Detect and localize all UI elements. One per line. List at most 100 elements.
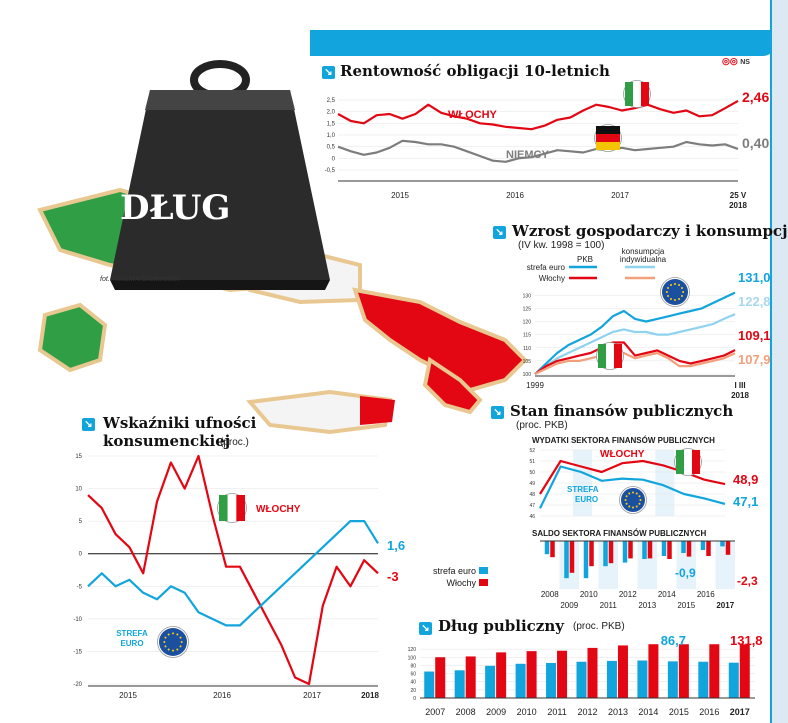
debt-chart: 120 100 80 60 40 20 0 2007 2008 2009 2010 2011 2012 2… (408, 635, 763, 717)
end-value: 107,9 (738, 352, 770, 367)
x-tick-label: 2010 (580, 590, 598, 599)
arrow-icon: ↘ (82, 418, 95, 431)
eu-star-icon (635, 492, 638, 495)
map-italy-boot (422, 356, 483, 415)
y-tick-label: 80 (410, 663, 416, 669)
photo-credit: fot. AlexLMX/Shutterstock (100, 276, 181, 283)
y-tick-label: 100 (523, 372, 532, 378)
band (598, 541, 618, 589)
bar-italy (557, 650, 568, 698)
x-tick-label: 2016 (506, 191, 524, 200)
bar-euro (603, 541, 608, 567)
eu-star-icon (179, 645, 182, 648)
x-tick-label: 2011 (600, 601, 618, 610)
y-tick-label: 52 (529, 448, 535, 454)
bar-italy (465, 656, 476, 698)
end-value: 109,1 (738, 328, 770, 343)
logo-mark-icon: ◎◎ (722, 56, 738, 66)
bar-euro (681, 541, 686, 553)
series-line-euro-cons (534, 313, 736, 375)
bar-euro (583, 541, 589, 579)
series-label-euro: STREFA (567, 485, 599, 494)
y-tick-label: 46 (529, 514, 535, 520)
weight-label: DŁUG (120, 188, 231, 228)
legend-col-label: PKB (577, 255, 593, 264)
eu-flag-icon (621, 488, 645, 512)
map-sicily-red (360, 396, 395, 425)
eu-star-icon (179, 636, 182, 639)
eu-star-icon (176, 648, 179, 651)
y-tick-label: 110 (523, 346, 531, 352)
eu-star-icon (674, 282, 676, 285)
x-tick-label: 2007 (425, 707, 445, 717)
bar-euro (515, 663, 526, 698)
map-illustration (37, 60, 528, 435)
bar-italy (617, 645, 628, 698)
y-tick-label: 47 (529, 503, 535, 509)
eu-star-icon (172, 649, 174, 652)
bar-euro (485, 665, 496, 698)
eu-star-icon (164, 645, 167, 648)
legend-row-label: strefa euro (527, 263, 566, 272)
eu-star-icon (624, 499, 627, 501)
italy-flag-icon (692, 450, 700, 474)
bar-euro (546, 662, 557, 698)
bar-italy (709, 644, 720, 698)
italy-flag-icon (236, 495, 245, 521)
bar-italy (739, 644, 750, 698)
eu-star-icon (638, 495, 641, 498)
x-tick-label: 2017 (730, 707, 750, 717)
legend-label: strefa euro (433, 566, 479, 576)
y-tick-label: 60 (410, 672, 416, 678)
bar-euro (661, 541, 667, 556)
bar-euro (728, 662, 739, 698)
right-border-line (770, 0, 772, 723)
confidence-chart: 15 10 5 0 -5 -10 -15 -20 2015 2016 2017 2018 WŁOCHY S… (73, 454, 405, 700)
confidence-title: Wskaźniki ufności konsumenckiej (103, 414, 257, 450)
bar-euro (720, 541, 725, 547)
x-tick-label: 2013 (608, 707, 628, 717)
bar-italy (550, 541, 555, 558)
eu-star-icon (678, 284, 681, 287)
y-tick-label: 48 (529, 492, 535, 498)
y-tick-label: 1,5 (327, 121, 336, 127)
arrow-icon: ↘ (493, 226, 506, 239)
italy-flag-icon (227, 495, 237, 521)
italy-flag-icon (633, 82, 641, 106)
end-value-italy: -2,3 (737, 574, 758, 588)
eu-star-icon (632, 491, 634, 494)
eu-star-icon (667, 295, 670, 298)
end-value-germany: 0,40 (742, 135, 769, 151)
x-tick-label: 2015 (119, 691, 137, 700)
x-tick-label: 2018 (729, 201, 747, 210)
eu-star-icon (180, 641, 183, 643)
y-tick-label: 5 (79, 519, 83, 525)
series-label-italy: WŁOCHY (448, 109, 498, 121)
series-line-euro (87, 519, 379, 627)
series-line-italy (87, 454, 379, 686)
series-line-germany (337, 139, 739, 163)
bar-euro (454, 670, 465, 698)
x-tick-label: 2016 (697, 590, 715, 599)
x-tick-label: 2011 (547, 707, 566, 717)
x-tick-label: 2013 (638, 601, 656, 610)
end-value: 131,0 (738, 270, 770, 285)
germany-flag-icon (596, 134, 620, 142)
y-tick-label: 100 (408, 655, 417, 661)
growth-chart: strefa euro Włochy PKB konsumpcjaindywidual… (523, 248, 770, 400)
series-line-euro-gdp (534, 291, 736, 375)
y-tick-label: 120 (523, 320, 532, 326)
band (715, 541, 735, 589)
bar-italy (435, 657, 446, 698)
legend-row-label: Włochy (539, 274, 565, 283)
x-tick-label: 2009 (486, 707, 506, 717)
eu-star-icon (635, 505, 638, 508)
bar-italy (686, 541, 692, 557)
x-tick-label: 2016 (699, 707, 719, 717)
y-tick-label: 0 (79, 552, 83, 558)
bar-euro (576, 661, 587, 698)
eu-star-icon (625, 502, 628, 505)
bar-italy (526, 651, 537, 698)
x-tick-label: 2014 (638, 707, 658, 717)
debt-subtitle: (proc. PKB) (573, 621, 625, 632)
